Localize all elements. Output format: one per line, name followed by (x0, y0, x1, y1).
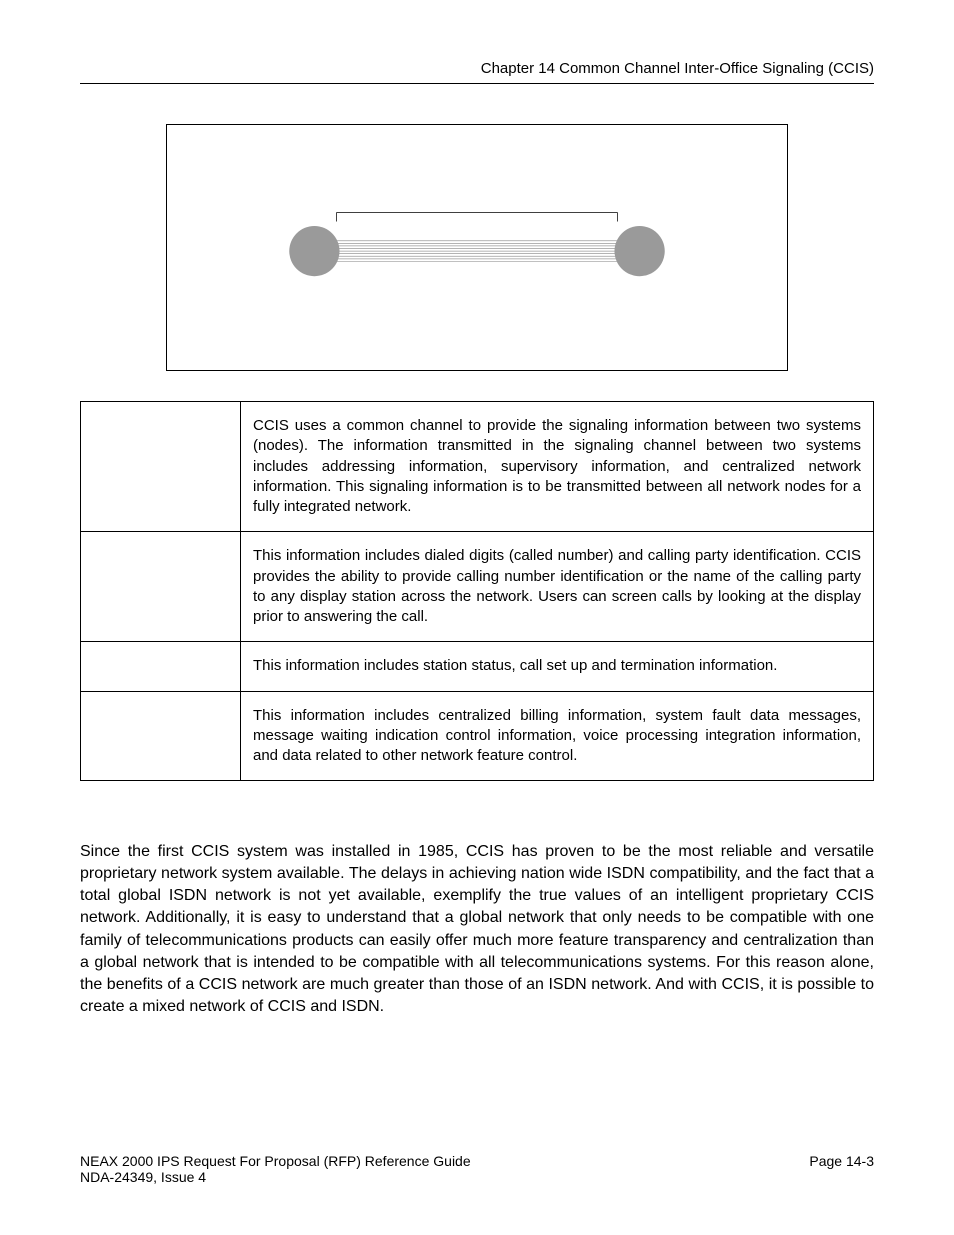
table-row: This information includes dialed digits … (81, 532, 874, 642)
header-chapter: Chapter 14 Common Channel Inter-Office S… (80, 60, 874, 77)
footer-doc-id: NDA-24349, Issue 4 (80, 1169, 206, 1185)
page: Chapter 14 Common Channel Inter-Office S… (0, 0, 954, 1235)
ccis-diagram (187, 155, 767, 325)
table-row-text: CCIS uses a common channel to provide th… (241, 402, 874, 532)
footer-left: NEAX 2000 IPS Request For Proposal (RFP)… (80, 1153, 471, 1185)
table-row-label (81, 532, 241, 642)
header-rule (80, 83, 874, 84)
table-row-text: This information includes station status… (241, 642, 874, 691)
figure-wrap (80, 124, 874, 371)
table-row: This information includes centralized bi… (81, 691, 874, 781)
table-row-text: This information includes dialed digits … (241, 532, 874, 642)
table-row-text: This information includes centralized bi… (241, 691, 874, 781)
table-row-label (81, 402, 241, 532)
body-paragraph: Since the first CCIS system was installe… (80, 841, 874, 1018)
table-row-label (81, 642, 241, 691)
footer: NEAX 2000 IPS Request For Proposal (RFP)… (80, 1153, 874, 1185)
figure-box (166, 124, 788, 371)
footer-doc-title: NEAX 2000 IPS Request For Proposal (RFP)… (80, 1153, 471, 1169)
table-row: CCIS uses a common channel to provide th… (81, 402, 874, 532)
table-row-label (81, 691, 241, 781)
table-row: This information includes station status… (81, 642, 874, 691)
footer-page-number: Page 14-3 (809, 1153, 874, 1185)
info-table: CCIS uses a common channel to provide th… (80, 401, 874, 781)
